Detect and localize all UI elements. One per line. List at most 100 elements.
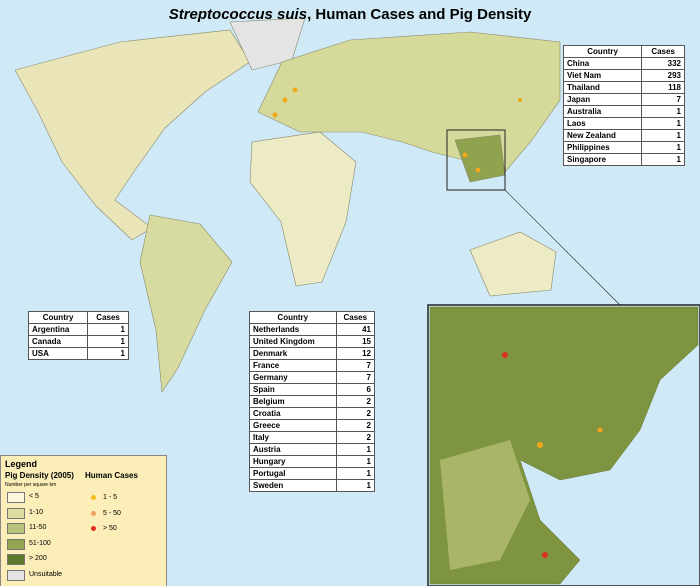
table-row: Germany 7: [249, 371, 376, 384]
case-count: 41: [335, 323, 376, 336]
country-name: USA: [27, 347, 89, 360]
column-header: Country: [562, 45, 643, 58]
title-rest: , Human Cases and Pig Density: [307, 6, 532, 23]
case-count: 1: [641, 105, 685, 118]
table-row: China 332: [562, 57, 685, 70]
header-row: Country Cases: [562, 45, 685, 58]
case-count: 2: [335, 431, 376, 444]
table-row: Portugal 1: [249, 467, 376, 480]
country-name: Netherlands: [249, 323, 337, 336]
density-title: Pig Density (2005): [5, 471, 74, 480]
table-row: Canada 1: [27, 335, 129, 348]
country-name: Italy: [249, 431, 337, 444]
country-name: Sweden: [249, 479, 337, 492]
country-name: Spain: [249, 383, 337, 396]
case-count: 118: [641, 81, 685, 94]
table-row: Greece 2: [249, 419, 376, 432]
density-swatch: [7, 538, 25, 550]
column-header: Cases: [641, 45, 685, 58]
density-label: 11-50: [29, 524, 47, 531]
table-row: Thailand 118: [562, 81, 685, 94]
case-label: > 50: [103, 525, 117, 532]
country-name: New Zealand: [562, 129, 643, 142]
table-row: New Zealand 1: [562, 129, 685, 142]
country-name: Austria: [249, 443, 337, 456]
table-row: Argentina 1: [27, 323, 129, 336]
cases-title: Human Cases: [85, 471, 138, 480]
header-row: Country Cases: [27, 311, 129, 324]
table-row: Singapore 1: [562, 153, 685, 166]
inset-connector: [504, 189, 621, 306]
density-swatch: [7, 523, 25, 534]
density-swatch: [7, 554, 25, 565]
column-header: Country: [27, 311, 89, 324]
title-italic: Streptococcus suis: [168, 6, 308, 23]
case-count: 332: [641, 57, 685, 70]
region-box: [446, 129, 506, 191]
case-count: 2: [335, 407, 376, 420]
case-count: 1: [641, 129, 685, 142]
country-name: China: [562, 57, 643, 70]
legend-title: Legend: [5, 459, 38, 469]
case-count: 1: [335, 479, 376, 492]
table-row: Laos 1: [562, 117, 685, 130]
density-label: > 200: [29, 555, 47, 562]
case-count: 1: [641, 153, 685, 166]
country-name: Greece: [249, 419, 337, 432]
case-label: 1 - 5: [103, 494, 118, 501]
case-count: 1: [335, 443, 376, 456]
case-count: 12: [335, 347, 376, 360]
header-row: Country Cases: [249, 311, 376, 324]
density-unit: Number per square km: [5, 482, 57, 488]
case-symbol: [91, 510, 96, 516]
country-name: Croatia: [249, 407, 337, 420]
case-count: 1: [335, 455, 376, 468]
density-label: 51-100: [29, 539, 51, 547]
case-count: 7: [335, 359, 376, 372]
east-china: [454, 134, 506, 183]
south-america: [139, 214, 233, 393]
country-name: Viet Nam: [562, 69, 643, 82]
table-row: Sweden 1: [249, 479, 376, 492]
table-row: Philippines 1: [562, 141, 685, 154]
cases-table: Country Cases China 332 Viet Nam 293 Thailand 1…: [562, 45, 685, 166]
case-count: 1: [641, 141, 685, 154]
table-row: Denmark 12: [249, 347, 376, 360]
table-row: United Kingdom 15: [249, 335, 376, 348]
africa: [249, 131, 357, 287]
map-title: Streptococcus suis, Human Cases and Pig …: [0, 6, 700, 23]
case-symbol: [91, 526, 96, 531]
case-symbol: [91, 495, 96, 500]
case-count: 2: [335, 395, 376, 408]
case-count: 1: [87, 323, 129, 336]
country-name: Canada: [27, 335, 89, 348]
country-name: Hungary: [249, 455, 337, 468]
table-row: Hungary 1: [249, 455, 376, 468]
case-count: 6: [335, 383, 376, 396]
table-row: Spain 6: [249, 383, 376, 396]
country-name: France: [249, 359, 337, 372]
table-row: Viet Nam 293: [562, 69, 685, 82]
density-label: < 5: [29, 493, 39, 500]
table-row: Japan 7: [562, 93, 685, 106]
cases-table: Country Cases Netherlands 41 United Kingdom 1…: [249, 311, 376, 492]
case-count: 1: [335, 467, 376, 480]
table-row: Netherlands 41: [249, 323, 376, 336]
country-name: Germany: [249, 371, 337, 384]
inset-map: [427, 304, 700, 586]
case-count: 7: [335, 371, 376, 384]
density-label: 1-10: [29, 508, 44, 516]
cases-table: Country Cases Argentina 1 Canada 1 USA 1: [27, 311, 129, 360]
country-name: Argentina: [27, 323, 89, 336]
density-swatch: [7, 492, 25, 503]
case-count: 293: [641, 69, 685, 82]
country-name: Denmark: [249, 347, 337, 360]
case-markers: [272, 87, 603, 558]
table-row: Austria 1: [249, 443, 376, 456]
density-label: Unsuitable: [29, 570, 63, 578]
country-name: Japan: [562, 93, 643, 106]
case-count: 2: [335, 419, 376, 432]
column-header: Cases: [335, 311, 376, 324]
